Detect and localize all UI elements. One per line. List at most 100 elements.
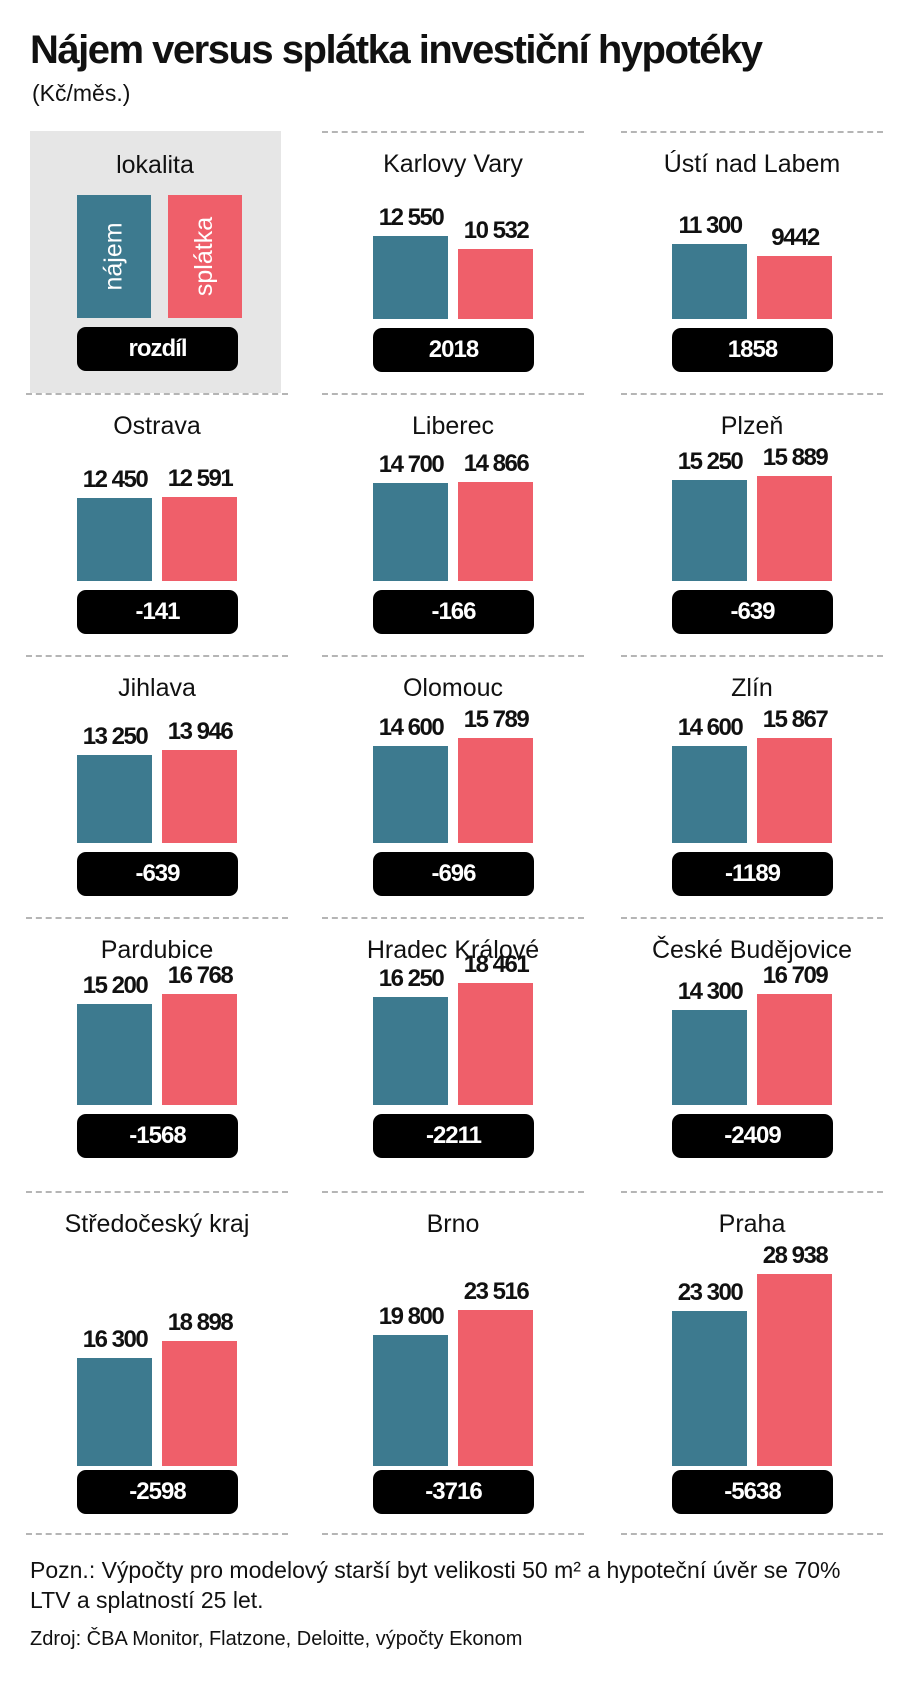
difference-badge: -2211 [373,1114,534,1158]
separator [26,1533,288,1535]
difference-label: -639 [730,598,775,625]
category-label: Praha [718,1210,786,1238]
value-label: 14 300 [677,978,744,1006]
category-label: Jihlava [118,674,196,702]
value-label: 28 938 [762,1242,829,1269]
bar [458,249,533,319]
category-label: Zlín [731,674,773,702]
difference-badge: -1568 [77,1114,238,1158]
value-label: 23 516 [463,1277,530,1305]
value-label: 13 946 [167,718,234,746]
value-label: 14 600 [677,714,744,742]
separator [26,917,288,919]
bar [77,1004,152,1105]
category-label: Ostrava [113,412,201,440]
difference-badge: -141 [77,590,238,634]
value-label: 10 532 [463,217,530,245]
value-label: 19 800 [378,1302,445,1330]
value-label: 16 250 [378,965,445,993]
difference-badge: -5638 [672,1470,833,1514]
separator [621,393,883,395]
bar [458,738,533,843]
difference-label: -3716 [425,1478,482,1505]
bar [77,1357,152,1466]
category-label: Středočeský kraj [64,1210,250,1238]
difference-label: -141 [135,598,180,625]
bar [672,479,747,581]
bar [77,498,152,581]
bar [373,746,448,843]
bar [458,982,533,1105]
difference-badge: -3716 [373,1470,534,1514]
category-label: České Budějovice [651,936,853,964]
difference-label: -2211 [425,1122,482,1149]
separator [621,655,883,657]
value-label: 18 461 [463,950,530,978]
value-label: 16 709 [762,962,829,990]
bar [373,1334,448,1466]
bar [162,750,237,843]
category-label: Liberec [412,412,494,440]
difference-label: -696 [431,860,476,887]
legend: lokalita nájem splátka rozdíl [30,131,281,393]
bar [757,475,832,581]
value-label: 14 866 [463,450,530,478]
bar [458,482,533,581]
difference-label: -166 [431,598,476,625]
bar [757,994,832,1105]
legend-label: nájem [99,222,128,291]
bar [757,737,832,843]
bar [162,497,237,581]
bar [672,1311,747,1466]
legend-badge: rozdíl [77,327,238,371]
value-label: 14 600 [378,714,445,742]
separator [621,131,883,133]
bar [77,755,152,843]
difference-label: -2409 [724,1122,781,1149]
bar [672,1010,747,1105]
separator [26,655,288,657]
category-label: Pardubice [100,936,214,964]
difference-badge: -639 [77,852,238,896]
value-label: 16 768 [167,961,234,989]
value-label: 9442 [771,224,820,252]
category-label: Hradec Králové [366,936,540,964]
chart-subtitle: (Kč/měs.) [32,80,131,106]
bar [162,993,237,1105]
difference-badge: -2409 [672,1114,833,1158]
category-label: Plzeň [720,412,784,440]
separator [621,1533,883,1535]
difference-badge: -639 [672,590,833,634]
category-label: Brno [426,1210,480,1238]
separator [322,917,584,919]
category-label: Karlovy Vary [383,150,523,178]
bar [757,1274,832,1466]
value-label: 14 700 [378,451,445,479]
legend-label: splátka [190,216,219,297]
difference-badge: 2018 [373,328,534,372]
value-label: 12 450 [82,466,149,494]
legend-label: rozdíl [128,335,188,362]
value-label: 15 250 [677,447,744,475]
difference-label: -1189 [724,860,781,887]
bar [162,1340,237,1466]
legend-swatch: splátka [168,195,242,318]
difference-label: -5638 [724,1478,781,1505]
value-label: 12 591 [167,465,234,493]
difference-badge: -166 [373,590,534,634]
value-label: 12 550 [378,203,445,231]
bar [672,746,747,843]
category-label: Ústí nad Labem [663,150,841,178]
difference-label: -1568 [129,1122,186,1149]
value-label: 15 789 [463,706,530,734]
bar [373,483,448,581]
difference-badge: -696 [373,852,534,896]
difference-badge: -2598 [77,1470,238,1514]
difference-label: -2598 [129,1478,186,1505]
difference-label: 2018 [428,336,479,363]
bar [373,235,448,319]
value-label: 18 898 [167,1308,234,1336]
separator [322,1533,584,1535]
value-label: 13 250 [82,723,149,751]
